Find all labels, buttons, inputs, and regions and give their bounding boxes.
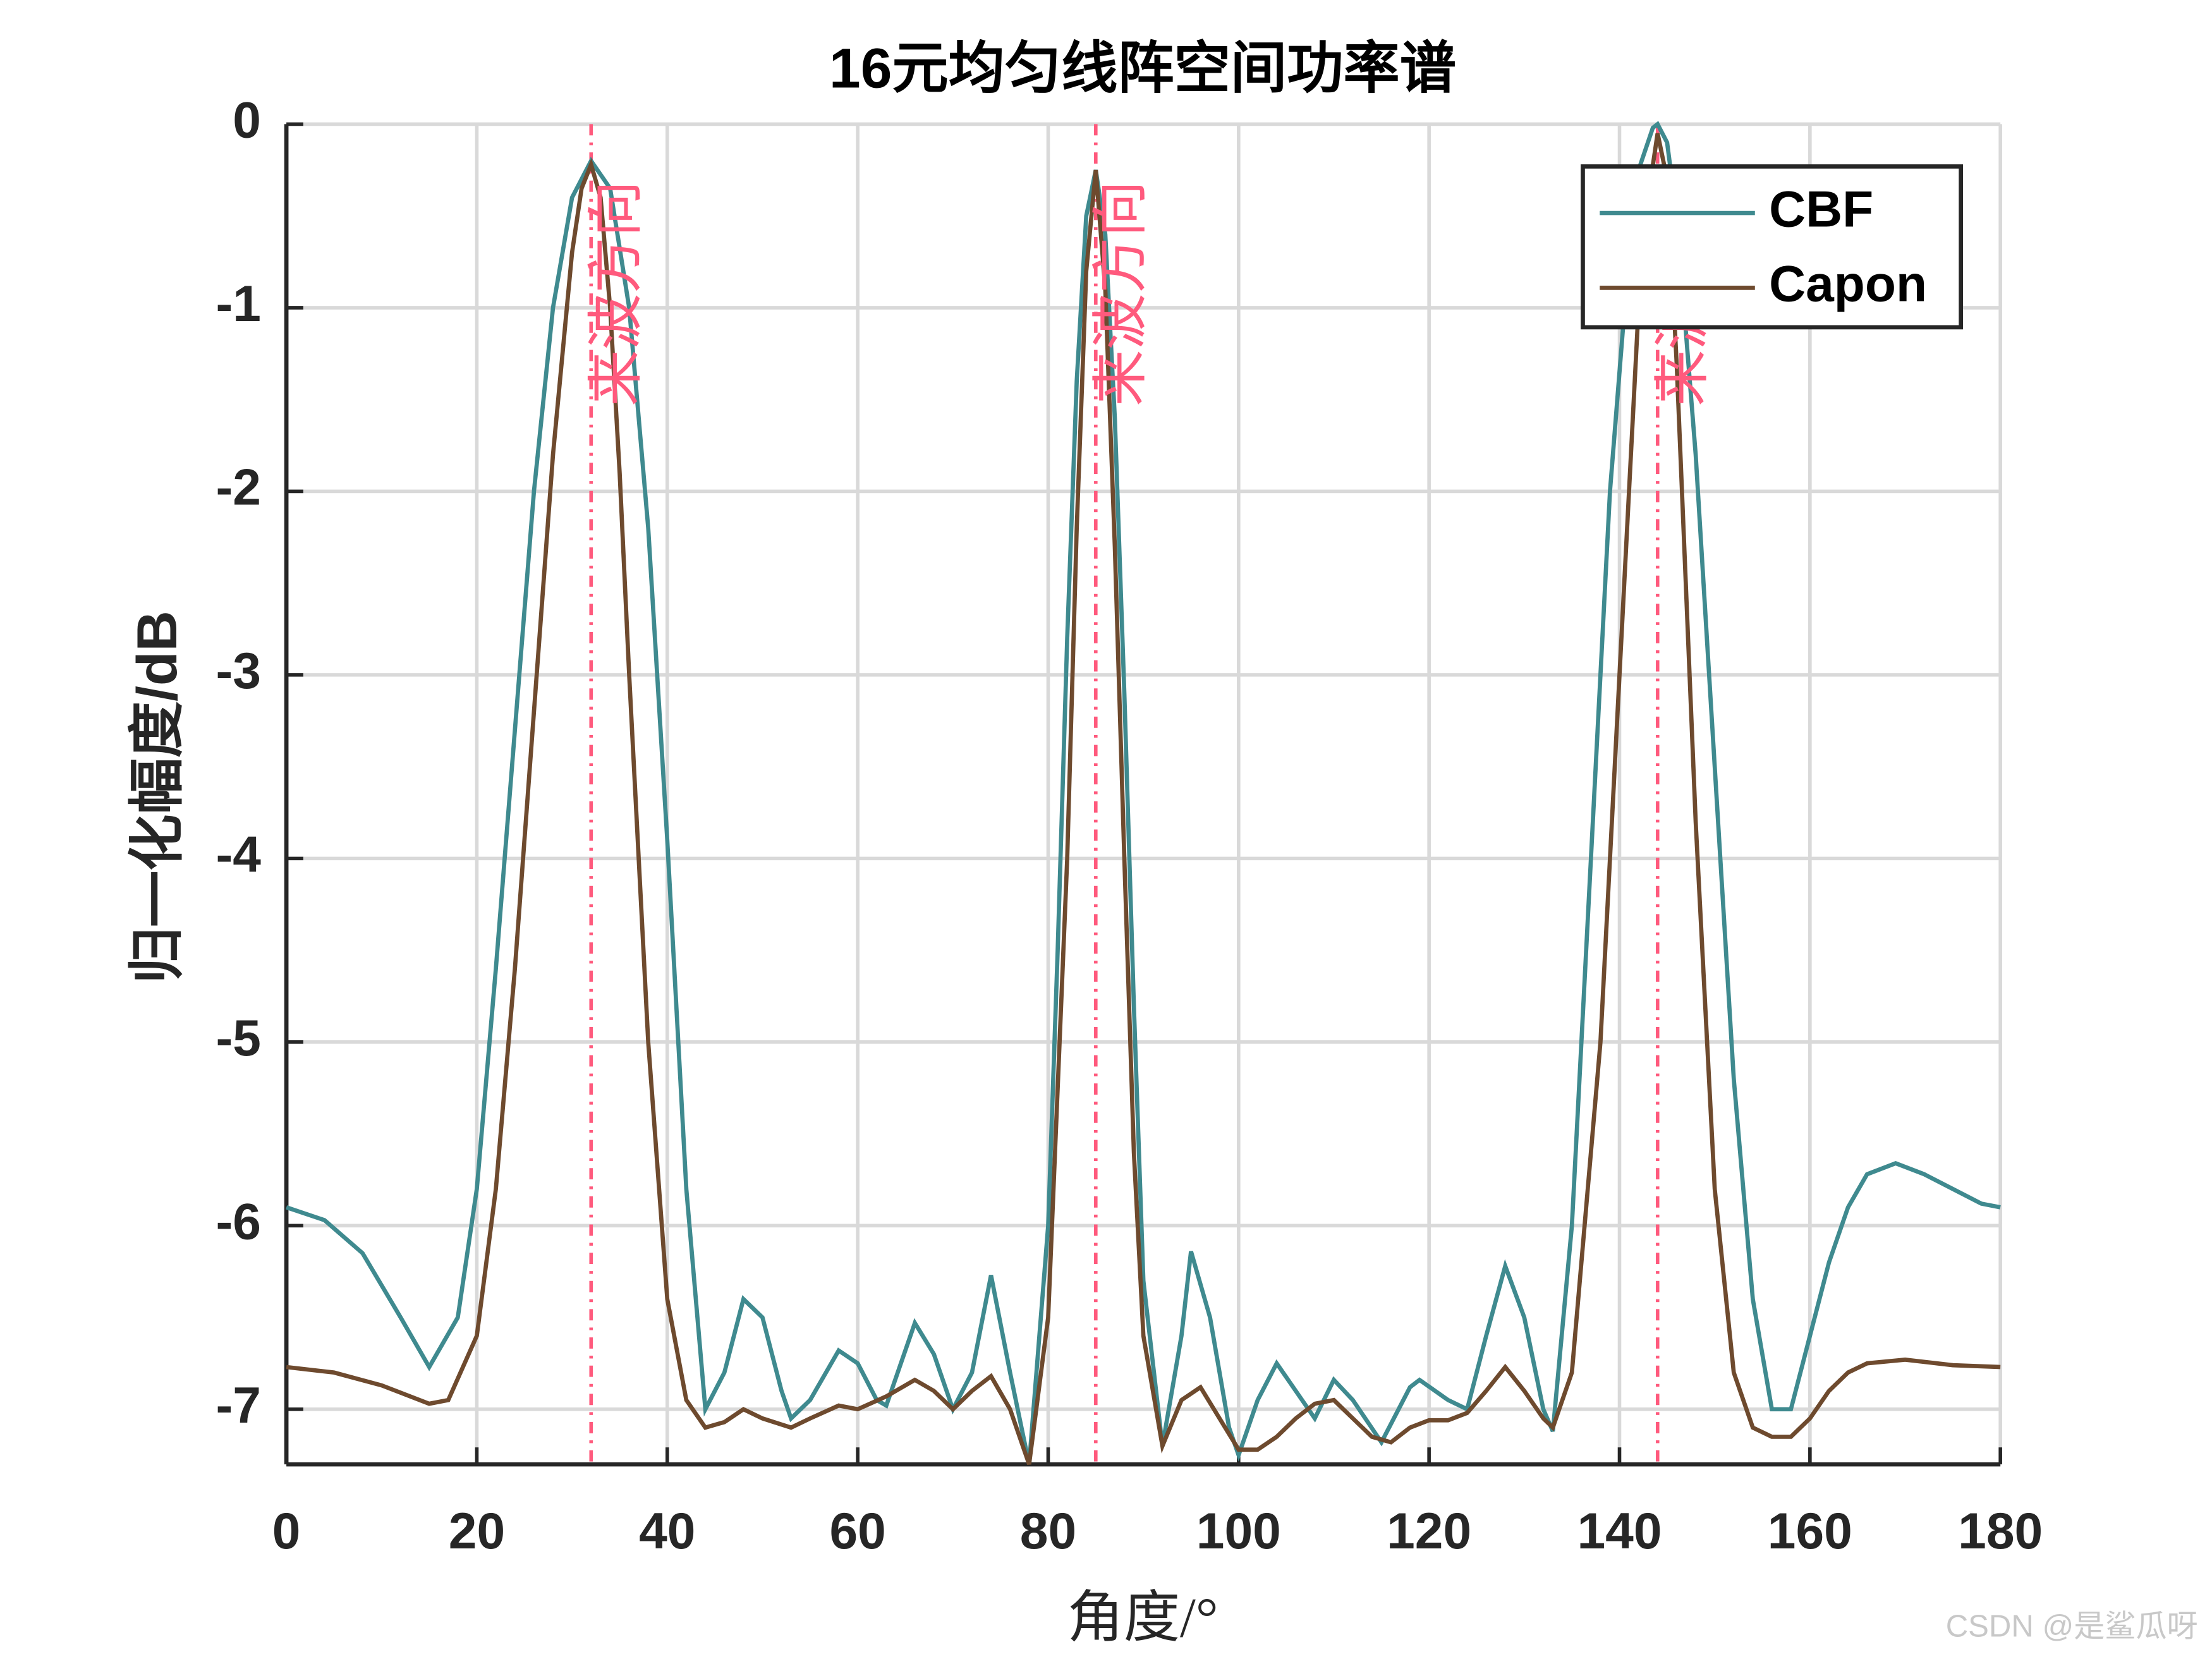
- watermark: CSDN @是鲨瓜呀: [1946, 1609, 2198, 1643]
- y-tick-label: -4: [216, 827, 261, 884]
- series-line: [286, 133, 2001, 1466]
- chart-title: 16元均匀线阵空间功率谱: [829, 36, 1456, 99]
- y-tick-label: -6: [216, 1194, 260, 1251]
- x-axis-label: 角度/°: [1067, 1586, 1218, 1649]
- x-tick-label: 60: [829, 1503, 885, 1560]
- y-tick-label: -2: [216, 459, 260, 516]
- x-tick-label: 100: [1196, 1503, 1281, 1560]
- y-tick-label: -3: [216, 643, 260, 700]
- y-axis-label: 归一化幅度/dB: [125, 611, 188, 983]
- x-tick-label: 0: [272, 1503, 301, 1560]
- x-tick-label: 40: [639, 1503, 695, 1560]
- legend-label: Capon: [1769, 256, 1927, 313]
- legend-label: CBF: [1769, 181, 1873, 238]
- annotation: 来波方向: [1090, 181, 1152, 406]
- y-tick-label: -1: [216, 276, 260, 332]
- legend-box: [1581, 164, 1964, 330]
- x-tick-label: 80: [1020, 1503, 1076, 1560]
- x-tick-label: 180: [1958, 1503, 2043, 1560]
- y-tick-label: -5: [216, 1010, 260, 1067]
- x-tick-label: 140: [1577, 1503, 1662, 1560]
- y-tick-label: -7: [216, 1377, 260, 1434]
- y-tick-label: 0: [233, 92, 261, 149]
- annotation: 来波方向: [585, 181, 648, 406]
- x-tick-label: 160: [1768, 1503, 1852, 1560]
- x-tick-label: 20: [449, 1503, 505, 1560]
- x-tick-label: 120: [1387, 1503, 1471, 1560]
